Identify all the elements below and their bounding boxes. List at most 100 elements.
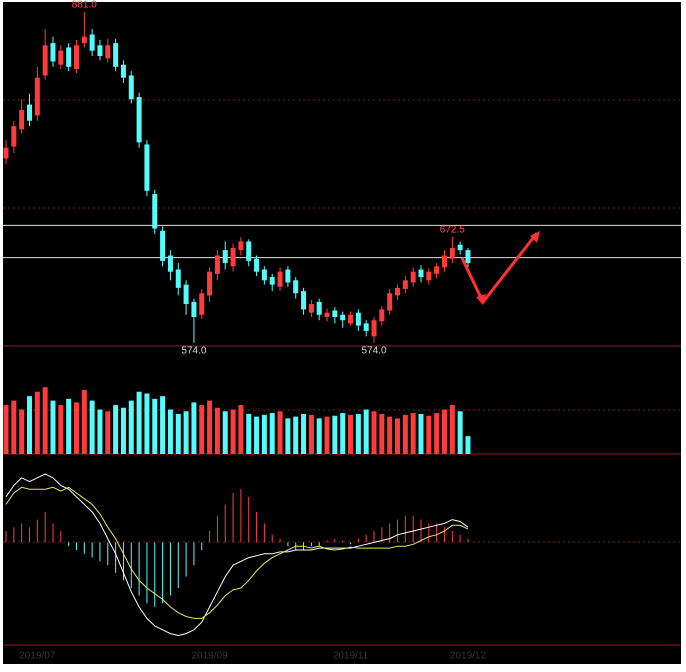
x-tick-label: 2019/11 bbox=[333, 651, 369, 662]
candle-body bbox=[199, 293, 205, 315]
volume-bar bbox=[50, 400, 56, 454]
volume-bar bbox=[434, 413, 440, 454]
candle-body bbox=[128, 75, 134, 100]
volume-bar bbox=[160, 396, 166, 454]
volume-bar bbox=[387, 416, 393, 454]
candle-body bbox=[191, 301, 197, 317]
candle-body bbox=[167, 255, 173, 272]
macd-dif-line bbox=[5, 473, 469, 637]
volume-bar bbox=[348, 414, 354, 454]
volume-bar bbox=[152, 398, 158, 454]
x-tick-label: 2019/09 bbox=[192, 651, 229, 662]
candle-body bbox=[222, 250, 228, 264]
x-tick-label: 2019/12 bbox=[450, 651, 487, 662]
volume-bar bbox=[167, 409, 173, 454]
candle-body bbox=[363, 323, 369, 331]
volume-bar bbox=[3, 405, 9, 454]
volume-bar bbox=[11, 400, 17, 454]
candle-body bbox=[457, 244, 463, 251]
candle-body bbox=[120, 64, 126, 78]
price-annotation: 574.0 bbox=[181, 345, 206, 356]
background bbox=[3, 2, 681, 664]
volume-bar bbox=[316, 418, 322, 454]
volume-bar bbox=[89, 400, 95, 454]
candle-body bbox=[355, 312, 361, 326]
candle-body bbox=[136, 97, 142, 143]
volume-bar bbox=[120, 407, 126, 454]
volume-bar bbox=[324, 416, 330, 454]
candle-body bbox=[73, 45, 79, 69]
candle-body bbox=[58, 50, 64, 65]
volume-bar bbox=[254, 416, 260, 454]
volume-bar bbox=[222, 411, 228, 454]
candle-body bbox=[410, 271, 416, 283]
candle-body bbox=[214, 255, 220, 274]
volume-bar bbox=[355, 413, 361, 454]
arrow-head bbox=[530, 231, 540, 243]
volume-bar bbox=[19, 409, 25, 454]
volume-bar bbox=[402, 414, 408, 454]
volume-bar bbox=[293, 416, 299, 454]
volume-bar bbox=[441, 409, 447, 454]
candle-body bbox=[285, 269, 291, 283]
volume-bar bbox=[269, 413, 275, 454]
volume-bar bbox=[277, 411, 283, 454]
candle-body bbox=[11, 126, 17, 147]
volume-bar bbox=[207, 400, 213, 454]
candle-body bbox=[277, 271, 283, 287]
candle-body bbox=[441, 255, 447, 268]
volume-bar bbox=[379, 413, 385, 454]
candle-body bbox=[254, 258, 260, 272]
candle-body bbox=[97, 45, 103, 57]
volume-bar bbox=[410, 413, 416, 454]
candle-body bbox=[34, 77, 40, 116]
volume-bar bbox=[426, 415, 432, 454]
candle-body bbox=[246, 241, 252, 261]
volume-bar bbox=[308, 414, 314, 454]
candle-body bbox=[42, 45, 48, 76]
candle-body bbox=[371, 320, 377, 337]
volume-bar bbox=[395, 418, 400, 454]
volume-bar bbox=[191, 402, 197, 454]
volume-bar bbox=[58, 405, 64, 454]
volume-bar bbox=[175, 413, 181, 454]
candle-body bbox=[308, 304, 314, 313]
macd-dea-line bbox=[5, 486, 469, 619]
candle-body bbox=[81, 36, 87, 44]
candle-body bbox=[175, 269, 181, 288]
volume-bar bbox=[144, 393, 150, 454]
candle-body bbox=[269, 277, 275, 285]
volume-bar bbox=[449, 405, 455, 454]
candle-body bbox=[230, 247, 236, 267]
candle-body bbox=[301, 291, 307, 310]
volume-bar bbox=[238, 405, 244, 454]
candle-body bbox=[387, 293, 393, 311]
candle-body bbox=[238, 241, 244, 251]
plot: 2019/07 2019/09 2019/11 2019/12 881.0 574.0 57… bbox=[3, 0, 681, 662]
volume-bar bbox=[301, 413, 307, 454]
volume-bar bbox=[230, 409, 236, 454]
volume-bar bbox=[81, 389, 87, 454]
volume-bar bbox=[73, 402, 79, 454]
volume-bar bbox=[332, 415, 338, 454]
volume-bar bbox=[183, 411, 189, 454]
candle-body bbox=[293, 280, 299, 294]
candle-body bbox=[160, 230, 166, 261]
candle-body bbox=[19, 109, 25, 130]
volume-bar bbox=[371, 411, 377, 454]
volume-bar bbox=[285, 418, 291, 454]
x-tick-label: 2019/07 bbox=[19, 651, 56, 662]
candle-body bbox=[50, 43, 56, 62]
volume-bar bbox=[340, 413, 346, 454]
volume-bar bbox=[457, 411, 463, 454]
volume-bar bbox=[113, 405, 119, 454]
volume-bar bbox=[136, 391, 142, 454]
candle-body bbox=[113, 43, 119, 67]
candle-body bbox=[207, 271, 213, 296]
candle-body bbox=[379, 309, 385, 322]
candle-body bbox=[340, 314, 346, 321]
candle-body bbox=[324, 312, 330, 317]
candle-body bbox=[465, 250, 471, 264]
